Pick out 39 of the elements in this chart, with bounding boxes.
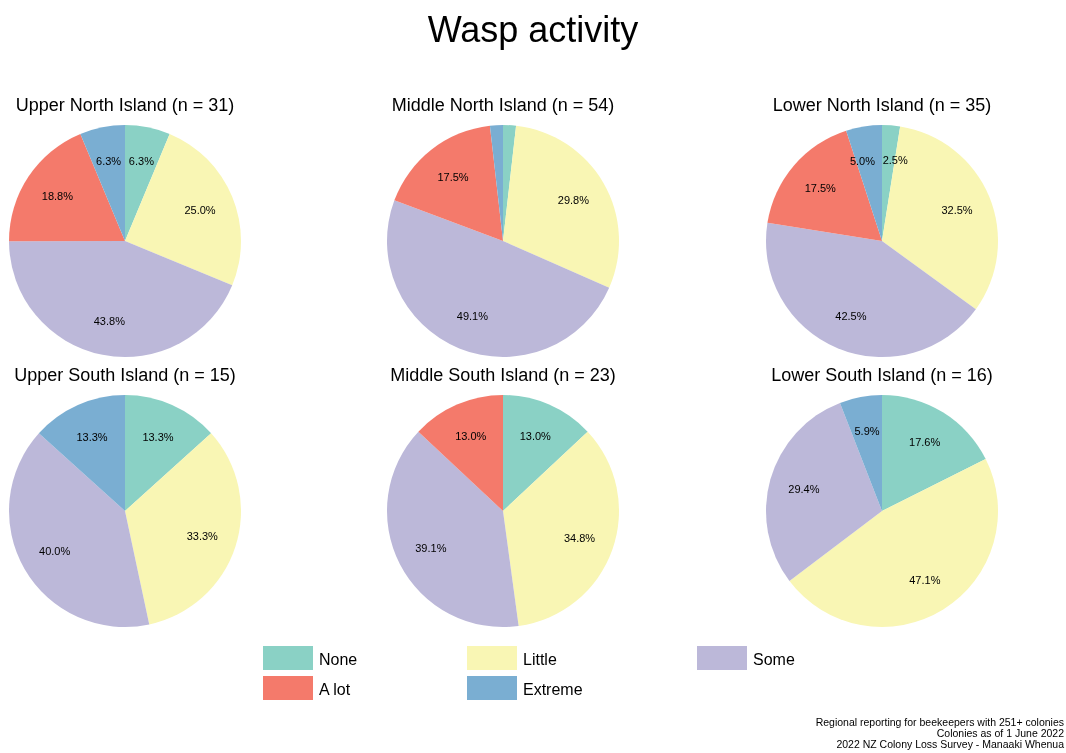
slice-label: Lower South Island (n = 16) [771,365,993,385]
legend-label: None [319,650,358,668]
slice-label: Middle North Island (n = 54) [391,95,615,115]
legend-label: Little [523,650,557,668]
data-label: 29.4% [788,482,820,495]
text: Regional reporting for beekeepers with 251+ colonies [815,716,1064,728]
data-label: 29.8% [557,194,590,207]
data-label: 32.5% [941,203,973,216]
slice-label: Upper North Island (n = 31) [15,95,235,115]
data-label: 17.5% [437,170,469,183]
data-label: 39.1% [415,542,447,555]
data-label: 2.5% [882,153,908,166]
text: 2022 NZ Colony Loss Survey - Manaaki Whenua [836,738,1065,750]
data-label: 42.5% [835,309,867,322]
data-label: 13.3% [76,430,108,443]
data-label: 17.6% [909,435,941,448]
slice-label: Upper South Island (n = 15) [14,365,236,385]
data-label: 17.5% [804,182,837,195]
text: Colonies as of 1 June 2022 [936,727,1065,739]
data-label: 25.0% [184,203,216,216]
data-label: 47.1% [909,573,941,586]
chart-title: Wasp activity [427,9,639,50]
legend-label: Some [753,650,795,668]
data-label: 33.3% [186,529,219,542]
legend-label: A lot [319,680,351,698]
slice-label: Lower North Island (n = 35) [772,95,992,115]
slice-label: Middle South Island (n = 23) [390,365,616,385]
data-label: 18.8% [41,189,74,202]
data-label: 6.3% [128,155,155,168]
data-label: 13.0% [455,430,487,443]
data-label: 34.8% [563,532,596,545]
data-label: 13.3% [142,430,174,443]
data-label: 49.1% [456,310,489,323]
data-label: 6.3% [96,155,122,168]
data-label: 40.0% [39,545,71,558]
legend-label: Extreme [523,680,583,698]
data-label: 13.0% [519,430,552,443]
data-label: 5.9% [854,425,880,438]
data-label: 43.8% [93,314,126,327]
